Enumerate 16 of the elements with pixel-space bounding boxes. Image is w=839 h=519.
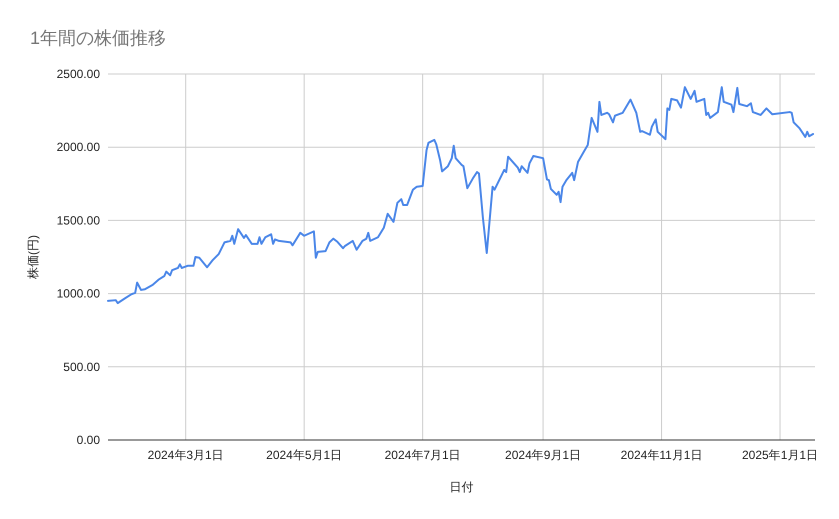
y-tick-label: 1500.00: [56, 213, 100, 228]
y-tick-label: 1000.00: [56, 286, 100, 301]
line-series: [107, 86, 814, 304]
chart-title: 1年間の株価推移: [30, 28, 166, 48]
y-tick-label: 2500.00: [56, 67, 100, 81]
x-tick-label: 2024年5月1日: [266, 448, 342, 462]
x-tick-label: 2024年7月1日: [384, 448, 461, 462]
x-tick-label: 2024年9月1日: [505, 448, 582, 462]
y-tick-label: 2000.00: [56, 140, 100, 154]
x-tick-label: 2024年11月1日: [620, 448, 702, 462]
y-tick-label: 0.00: [76, 433, 100, 447]
x-tick-label: 2025年1月1日: [742, 448, 818, 462]
y-axis-title: 株価(円): [26, 235, 40, 280]
y-tick-label: 500.00: [63, 360, 100, 374]
x-tick-label: 2024年3月1日: [148, 448, 224, 462]
x-axis-title: 日付: [450, 480, 474, 494]
